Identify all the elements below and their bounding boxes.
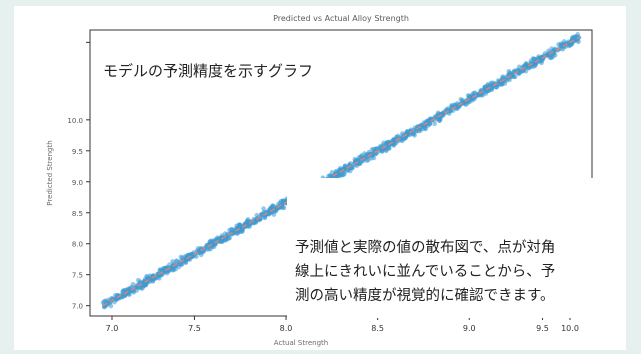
scatter-point	[144, 273, 149, 279]
scatter-point	[181, 258, 187, 263]
scatter-point	[245, 220, 251, 226]
scatter-point	[426, 117, 432, 123]
scatter-point	[171, 267, 177, 272]
scatter-point	[394, 140, 399, 146]
scatter-point	[403, 136, 408, 141]
y-axis-label: Predicted Strength	[46, 140, 54, 205]
scatter-point	[575, 32, 581, 37]
scatter-point	[121, 288, 127, 293]
x-tick-label: 10.0	[561, 324, 579, 333]
annotation-bottom: 予測値と実際の値の散布図で、点が対角 線上にきれいに並んでいることから、予 測の…	[295, 236, 595, 308]
x-tick-label: 8.5	[371, 324, 384, 333]
scatter-point	[494, 84, 500, 90]
scatter-point	[100, 299, 106, 305]
scatter-point	[487, 83, 493, 89]
scatter-point	[251, 216, 257, 222]
scatter-point	[348, 161, 354, 166]
scatter-point	[476, 92, 482, 98]
scatter-point	[549, 46, 555, 51]
annotation-bottom-line-2: 線上にきれいに並んでいることから、予	[295, 264, 556, 280]
x-tick-label: 7.5	[188, 324, 201, 333]
scatter-point	[496, 79, 502, 84]
scatter-point	[136, 277, 141, 283]
scatter-point	[516, 64, 522, 70]
scatter-point	[532, 56, 537, 62]
scatter-point	[423, 125, 428, 131]
scatter-point	[371, 146, 376, 152]
scatter-point	[167, 262, 172, 267]
scatter-point	[340, 172, 345, 178]
scatter-point	[280, 198, 286, 203]
scatter-point	[523, 63, 528, 68]
x-tick-label: 9.0	[463, 324, 476, 333]
x-tick-label: 7.0	[106, 324, 119, 333]
scatter-point	[161, 270, 167, 275]
scatter-point	[140, 284, 146, 289]
scatter-point	[432, 121, 437, 127]
scatter-point	[558, 43, 563, 48]
y-tick-label: 7.5	[72, 272, 83, 280]
annotation-bottom-line-1: 予測値と実際の値の散布図で、点が対角	[295, 240, 556, 256]
chart-title: Predicted vs Actual Alloy Strength	[273, 14, 409, 23]
scatter-point	[170, 259, 175, 264]
y-tick-label: 7.0	[72, 303, 83, 311]
scatter-point	[383, 148, 389, 154]
scatter-point	[441, 112, 446, 118]
reference-line	[102, 36, 580, 307]
scatter-point	[378, 148, 383, 153]
y-tick-label: 9.0	[72, 179, 83, 187]
scatter-point	[174, 258, 180, 264]
scatter-point	[238, 229, 243, 235]
y-tick-label: 8.0	[72, 241, 83, 249]
annotation-bottom-line-3: 測の高い精度が視覚的に確認できます。	[295, 288, 555, 304]
scatter-point	[194, 254, 199, 259]
scatter-point	[458, 97, 464, 102]
y-tick-label: 10.0	[67, 117, 83, 125]
scatter-point	[453, 104, 459, 110]
x-axis-label: Actual Strength	[274, 339, 328, 347]
x-tick-label: 8.0	[280, 324, 293, 333]
scatter-point	[130, 282, 136, 287]
scatter-point	[336, 167, 342, 172]
scatter-point	[120, 293, 126, 299]
scatter-point	[385, 141, 390, 147]
annotation-top: モデルの予測精度を示すグラフ	[103, 62, 314, 80]
scatter-point	[463, 102, 469, 107]
annotation-bottom-box	[287, 178, 599, 318]
y-tick-label: 9.5	[72, 148, 83, 156]
scatter-point	[198, 252, 204, 258]
x-tick-label: 9.5	[536, 324, 549, 333]
scatter-point	[507, 70, 513, 76]
scatter-point	[347, 168, 353, 174]
scatter-point	[261, 206, 266, 211]
scatter-point	[435, 110, 441, 116]
y-tick-label: 8.5	[72, 210, 83, 218]
scatter-point	[329, 170, 335, 175]
scatter-point	[467, 94, 473, 100]
scatter-point	[411, 131, 416, 137]
scatter-point	[182, 254, 187, 260]
